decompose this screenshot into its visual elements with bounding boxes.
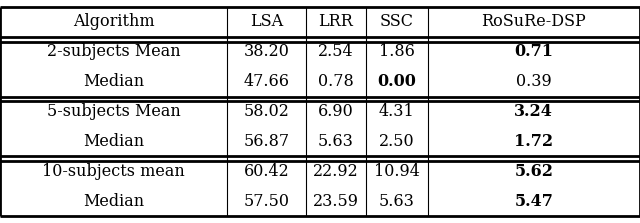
Text: 0.71: 0.71	[515, 43, 553, 60]
Text: 5.63: 5.63	[318, 133, 354, 150]
Text: 56.87: 56.87	[243, 133, 290, 150]
Text: 2.54: 2.54	[318, 43, 354, 60]
Text: 22.92: 22.92	[313, 163, 359, 180]
Text: 6.90: 6.90	[318, 103, 354, 120]
Text: 38.20: 38.20	[244, 43, 289, 60]
Text: 57.50: 57.50	[244, 193, 289, 210]
Text: 2-subjects Mean: 2-subjects Mean	[47, 43, 180, 60]
Text: 1.72: 1.72	[514, 133, 554, 150]
Text: Algorithm: Algorithm	[73, 13, 154, 30]
Text: Median: Median	[83, 193, 144, 210]
Text: 10.94: 10.94	[374, 163, 420, 180]
Text: 10-subjects mean: 10-subjects mean	[42, 163, 185, 180]
Text: Median: Median	[83, 73, 144, 90]
Text: 5-subjects Mean: 5-subjects Mean	[47, 103, 180, 120]
Text: LRR: LRR	[319, 13, 353, 30]
Text: 5.62: 5.62	[515, 163, 553, 180]
Text: LSA: LSA	[250, 13, 283, 30]
Text: 23.59: 23.59	[313, 193, 359, 210]
Text: 5.63: 5.63	[379, 193, 415, 210]
Text: 3.24: 3.24	[515, 103, 553, 120]
Text: 58.02: 58.02	[244, 103, 289, 120]
Text: 0.39: 0.39	[516, 73, 552, 90]
Text: Median: Median	[83, 133, 144, 150]
Text: 0.00: 0.00	[378, 73, 416, 90]
Text: 5.47: 5.47	[515, 193, 553, 210]
Text: 2.50: 2.50	[379, 133, 415, 150]
Text: SSC: SSC	[380, 13, 414, 30]
Text: 0.78: 0.78	[318, 73, 354, 90]
Text: RoSuRe-DSP: RoSuRe-DSP	[481, 13, 586, 30]
Text: 60.42: 60.42	[244, 163, 289, 180]
Text: 4.31: 4.31	[379, 103, 415, 120]
Text: 47.66: 47.66	[244, 73, 289, 90]
Text: 1.86: 1.86	[379, 43, 415, 60]
